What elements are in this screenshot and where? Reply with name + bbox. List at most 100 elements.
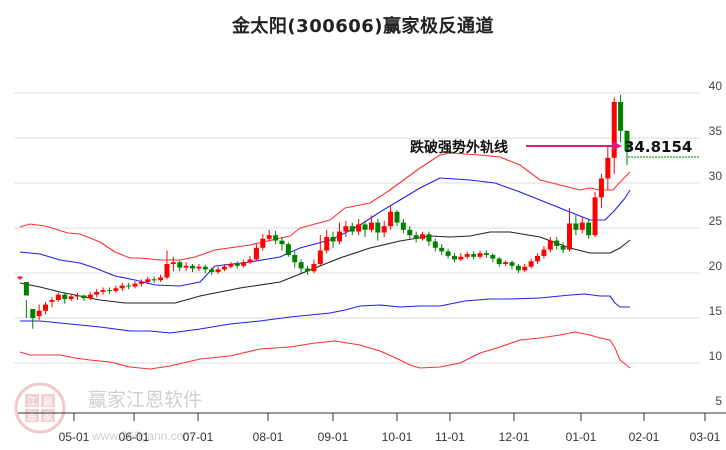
candle [36, 310, 42, 317]
candle [349, 226, 355, 232]
x-tick-label: 12-01 [499, 430, 530, 444]
candle [528, 261, 534, 267]
candle [592, 197, 598, 236]
candle [81, 295, 87, 299]
candle [285, 244, 291, 255]
candle [241, 262, 247, 266]
svg-text:家: 家 [43, 410, 53, 423]
x-tick-label: 05-01 [59, 430, 90, 444]
candle [611, 102, 617, 158]
candle [87, 294, 93, 299]
y-tick-label: 10 [709, 349, 723, 363]
x-tick-label: 02-01 [629, 430, 660, 444]
candle [62, 294, 68, 300]
candle [388, 211, 394, 227]
candle [368, 222, 374, 230]
candle [43, 304, 49, 311]
candle [209, 269, 215, 273]
x-tick-label: 07-01 [183, 430, 214, 444]
candle [260, 238, 266, 248]
candle [273, 235, 279, 241]
watermark-url: www.360gann.com [91, 429, 193, 443]
candle [158, 277, 164, 281]
arrow-head-icon [612, 141, 622, 151]
upper_inner_band-line [19, 177, 631, 287]
candle [483, 253, 489, 255]
seal-icon [14, 382, 66, 434]
candle [432, 241, 438, 248]
candle [503, 262, 509, 264]
candle [336, 231, 342, 242]
x-axis: 05-01 06-01 07-01 08-01 09-01 10-01 11-01 12-01… [18, 412, 726, 444]
candle [126, 285, 132, 287]
candle [215, 269, 221, 273]
candle [311, 264, 317, 272]
annotation-label: 跌破强势外轨线 [410, 139, 508, 156]
x-tick-label: 08-01 [253, 430, 284, 444]
candle [522, 266, 528, 271]
candle [560, 246, 566, 250]
chart-title: 金太阳(300606)赢家极反通道 [231, 16, 495, 37]
candle [317, 250, 323, 264]
candle [279, 240, 285, 245]
candle [145, 279, 151, 282]
candle [17, 276, 23, 279]
y-tick-label: 35 [709, 124, 723, 138]
candle [292, 255, 298, 263]
y-tick-label: 5 [715, 394, 722, 408]
candle [579, 222, 585, 230]
x-tick-label: 10-01 [382, 430, 413, 444]
svg-text:赢: 赢 [43, 395, 53, 408]
candle [170, 262, 176, 264]
svg-text:江: 江 [27, 396, 37, 408]
candle [375, 222, 381, 233]
candle [164, 264, 170, 278]
candle [247, 259, 253, 263]
candle [183, 265, 189, 268]
y-axis-ticks: 40 35 30 25 20 15 10 5 [709, 79, 723, 408]
candle [586, 222, 592, 236]
candle [75, 295, 81, 297]
y-tick-label: 15 [709, 304, 723, 318]
candle [68, 296, 74, 300]
candle [324, 237, 330, 251]
candle [426, 234, 432, 242]
candle [330, 237, 336, 242]
lower_inner_band-line [20, 293, 630, 334]
candle [515, 265, 521, 271]
candle [535, 255, 541, 262]
lower_outer_band-line [19, 331, 631, 370]
candle [624, 130, 630, 151]
candle [458, 256, 464, 260]
candle [598, 178, 604, 198]
x-tick-label: 06-01 [119, 430, 150, 444]
watermark: 江赢恩 家 赢家江恩软件 www.360gann.com [14, 382, 202, 443]
candle [381, 226, 387, 233]
candle [471, 254, 477, 257]
candle [253, 247, 259, 260]
candle [547, 240, 553, 250]
candle [439, 247, 445, 252]
candle [177, 262, 183, 268]
svg-text:恩: 恩 [27, 411, 37, 423]
candle [400, 222, 406, 230]
candle [94, 291, 100, 295]
candle [496, 258, 502, 264]
candle [49, 300, 55, 302]
x-tick-label: 03-01 [690, 430, 721, 444]
candle [490, 255, 496, 259]
candle [618, 102, 624, 131]
candle [477, 253, 483, 257]
y-tick-label: 25 [709, 214, 723, 228]
candle [541, 249, 547, 256]
candle [362, 224, 368, 230]
candle [100, 290, 106, 292]
candle [190, 265, 196, 269]
y-tick-label: 30 [709, 169, 723, 183]
candle [106, 290, 112, 292]
candle [356, 224, 362, 232]
candle [451, 255, 457, 260]
candle [566, 223, 572, 250]
x-tick-label: 09-01 [318, 430, 349, 444]
